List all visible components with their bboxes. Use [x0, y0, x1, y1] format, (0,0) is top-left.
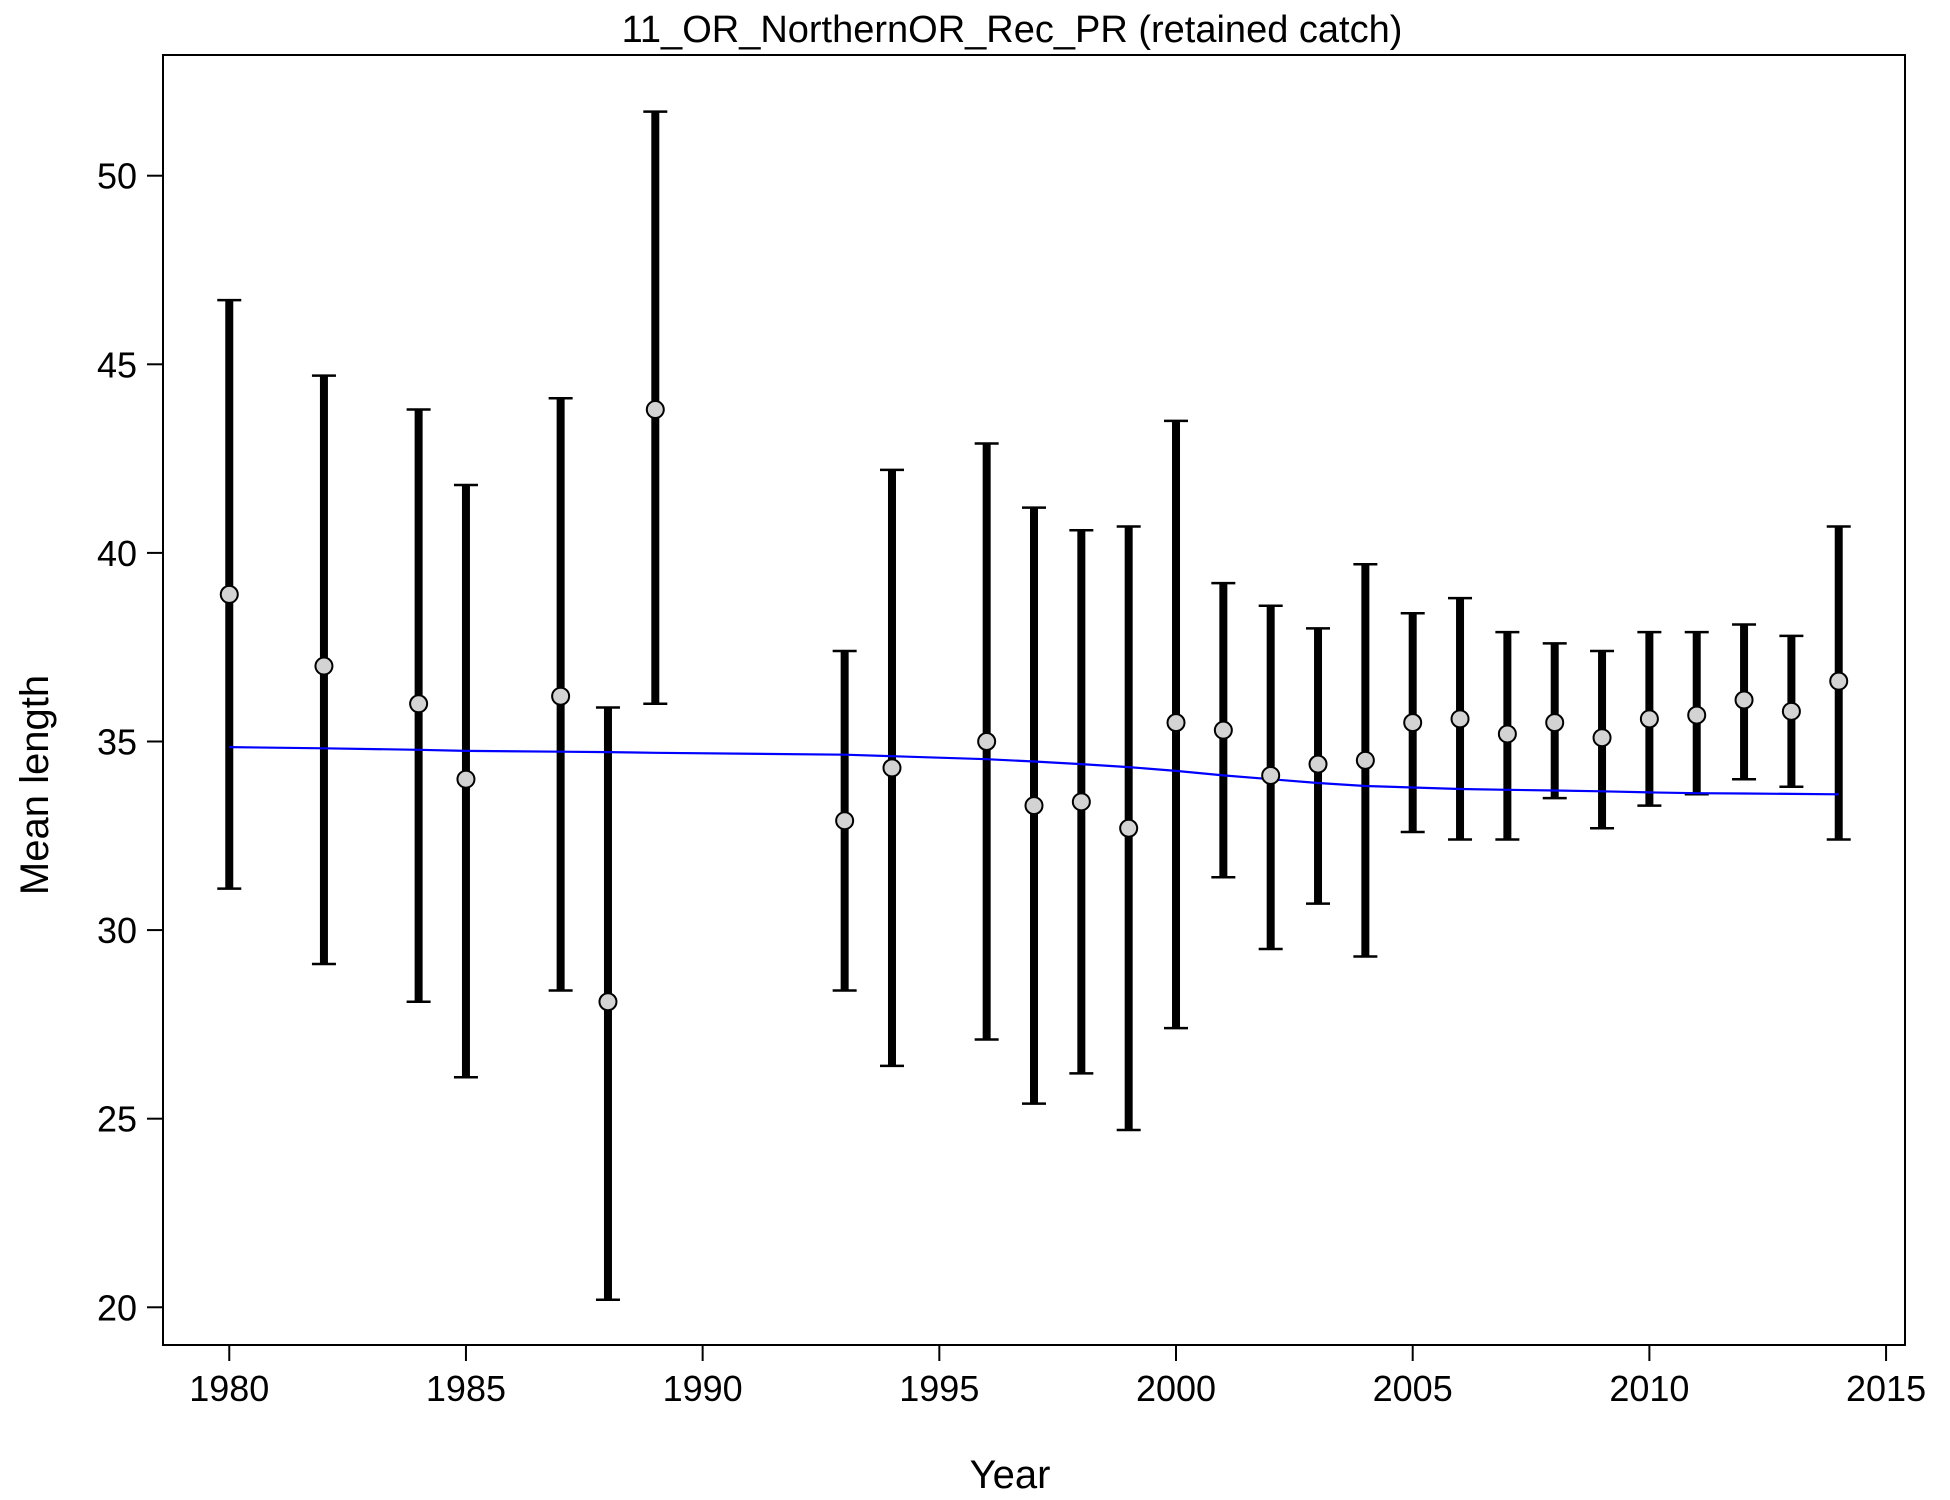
observed-point — [1639, 709, 1659, 729]
y-tick-label: 40 — [97, 533, 137, 574]
observed-point — [1592, 728, 1612, 748]
y-tick-label: 30 — [97, 910, 137, 951]
x-tick-label: 2010 — [1609, 1368, 1689, 1409]
x-axis-label: Year — [970, 1453, 1051, 1497]
observed-point — [409, 694, 429, 714]
observed-point — [1024, 796, 1044, 816]
observed-point — [835, 811, 855, 831]
observed-point — [645, 400, 665, 420]
observed-point — [1450, 709, 1470, 729]
y-tick-label: 45 — [97, 344, 137, 385]
y-tick-label: 20 — [97, 1287, 137, 1328]
y-tick-label: 35 — [97, 721, 137, 762]
observed-point — [314, 656, 334, 676]
observed-point — [977, 731, 997, 751]
x-tick-label: 1985 — [426, 1368, 506, 1409]
observed-point — [1166, 713, 1186, 733]
y-axis: 20 25 30 35 40 45 50 — [97, 156, 163, 1328]
x-tick-label: 1980 — [189, 1368, 269, 1409]
x-tick-label: 1995 — [899, 1368, 979, 1409]
expected-series-line — [229, 746, 1839, 796]
y-tick-label: 50 — [97, 156, 137, 197]
observed-point — [1734, 690, 1754, 710]
observed-point — [1308, 754, 1328, 774]
observed-point — [1071, 792, 1091, 812]
observed-point — [1781, 701, 1801, 721]
x-tick-label: 2005 — [1373, 1368, 1453, 1409]
observed-point — [598, 992, 618, 1012]
observed-point — [882, 758, 902, 778]
observed-point — [1119, 818, 1139, 838]
observed-point — [1355, 750, 1375, 770]
plot-frame — [162, 54, 1906, 1346]
observed-point — [1497, 724, 1517, 744]
expected-line — [229, 746, 1839, 796]
observed-point — [219, 584, 239, 604]
chart-title: 11_OR_NorthernOR_Rec_PR (retained catch) — [622, 9, 1403, 51]
observed-point — [1403, 713, 1423, 733]
x-tick-label: 2015 — [1846, 1368, 1926, 1409]
x-tick-label: 1990 — [663, 1368, 743, 1409]
observed-point — [1261, 765, 1281, 785]
observed-point — [1545, 713, 1565, 733]
x-tick-label: 2000 — [1136, 1368, 1216, 1409]
y-tick-label: 25 — [97, 1099, 137, 1140]
observed-points — [219, 400, 1849, 1012]
x-axis: 1980 1985 1990 1995 2000 2005 2010 2015 — [189, 1345, 1926, 1409]
y-axis-label: Mean length — [13, 675, 57, 895]
observed-point — [551, 686, 571, 706]
observed-point — [456, 769, 476, 789]
observed-point — [1829, 671, 1849, 691]
observed-point — [1687, 705, 1707, 725]
observed-point — [1213, 720, 1233, 740]
